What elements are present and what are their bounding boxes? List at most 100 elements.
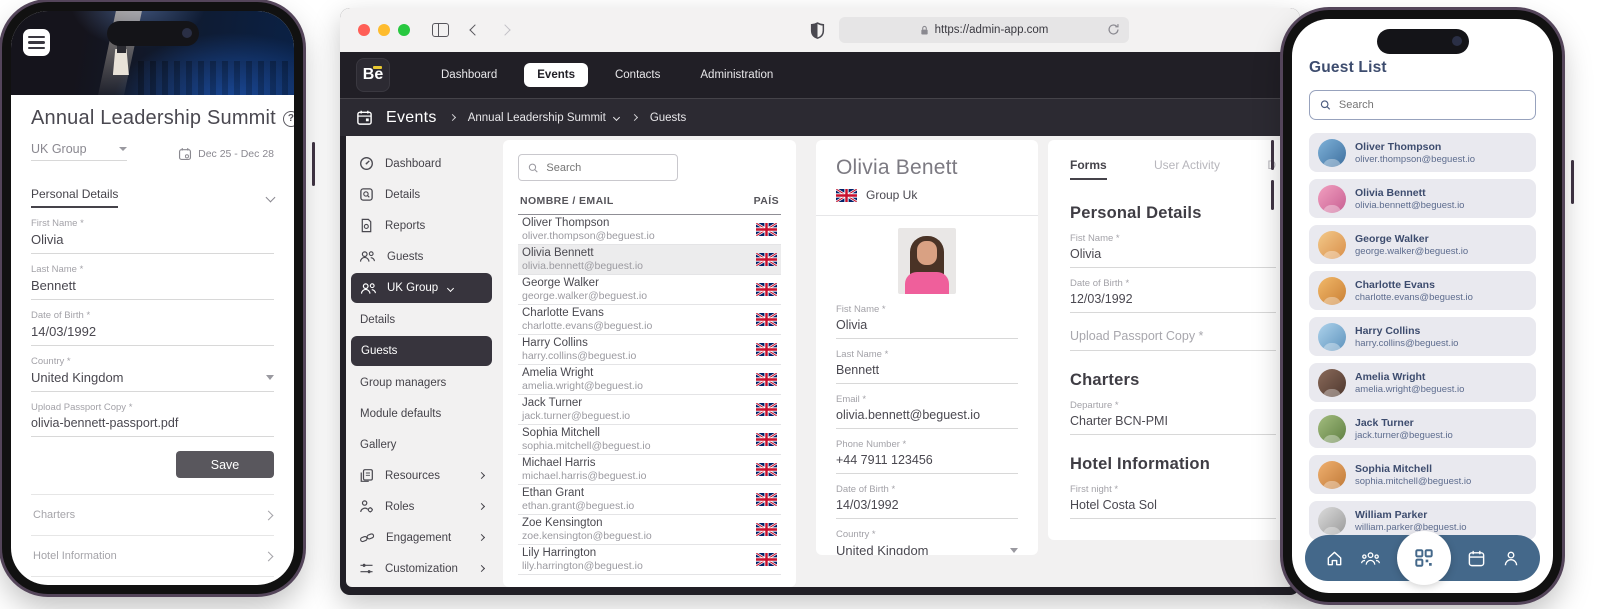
sidebar-item-engagement[interactable]: Engagement xyxy=(346,522,497,553)
collapsed-section[interactable]: Charters xyxy=(31,494,274,535)
shield-icon[interactable] xyxy=(810,21,825,39)
sidebar-item-group-details[interactable]: Details xyxy=(360,313,396,326)
group-select[interactable]: UK Group xyxy=(31,142,127,161)
column-country[interactable]: PAÍS xyxy=(753,195,779,207)
tab-user-activity[interactable]: User Activity xyxy=(1154,158,1221,172)
list-item[interactable]: Harry Collins harry.collins@beguest.io xyxy=(1309,317,1536,356)
detail-first-name-field[interactable]: Fist Name * Olivia xyxy=(836,304,1018,339)
detail-email-field[interactable]: Email * olivia.bennett@beguest.io xyxy=(836,394,1018,429)
sidebar-item-details[interactable]: Details xyxy=(346,179,497,210)
passport-upload-field[interactable]: Upload Passport Copy * olivia-bennett-pa… xyxy=(31,402,274,437)
country-select[interactable]: Country * United Kingdom xyxy=(31,356,274,392)
detail-dob-field[interactable]: Date of Birth * 14/03/1992 xyxy=(836,484,1018,519)
lock-icon xyxy=(920,25,928,35)
guest-search[interactable] xyxy=(518,154,678,181)
forms-first-night-field[interactable]: First night * Hotel Costa Sol xyxy=(1070,484,1276,519)
sidebar-item-roles[interactable]: Roles xyxy=(346,491,497,522)
app-logo[interactable]: Be xyxy=(356,58,390,92)
list-item[interactable]: Amelia Wright amelia.wright@beguest.io xyxy=(1309,363,1536,402)
dob-field[interactable]: Date of Birth * 14/03/1992 xyxy=(31,310,274,346)
table-row[interactable]: Ethan Grant ethan.grant@beguest.io xyxy=(518,485,781,515)
sidebar-item-reports[interactable]: Reports xyxy=(346,210,497,241)
collapsed-section[interactable]: Hotel Information xyxy=(31,535,274,576)
minimize-window-button[interactable] xyxy=(378,24,390,36)
nav-item[interactable]: Administration xyxy=(700,69,774,81)
column-name-email[interactable]: NOMBRE / EMAIL xyxy=(520,195,614,207)
detail-phone-field[interactable]: Phone Number * +44 7911 123456 xyxy=(836,439,1018,474)
sidebar-item-guests[interactable]: Guests xyxy=(346,241,497,272)
forms-dob-field[interactable]: Date of Birth * 12/03/1992 xyxy=(1070,278,1276,313)
sidebar-item-customization[interactable]: Customization xyxy=(346,553,497,584)
list-item[interactable]: Oliver Thompson oliver.thompson@beguest.… xyxy=(1309,133,1536,172)
guest-group: Group Uk xyxy=(836,188,1018,202)
back-button[interactable] xyxy=(469,24,481,36)
detail-last-name-field[interactable]: Last Name * Bennett xyxy=(836,349,1018,384)
table-row[interactable]: Oliver Thompson oliver.thompson@beguest.… xyxy=(518,215,781,245)
personal-details-heading: Personal Details xyxy=(1070,204,1202,222)
first-name-field[interactable]: First Name * Olivia xyxy=(31,218,274,254)
forms-upload-passport-field[interactable]: Upload Passport Copy * xyxy=(1070,319,1276,351)
nav-item[interactable]: Events xyxy=(524,63,588,87)
forms-departure-field[interactable]: Departure * Charter BCN-PMI xyxy=(1070,400,1276,435)
home-icon[interactable] xyxy=(1325,549,1344,568)
window-controls[interactable] xyxy=(358,24,410,36)
address-bar[interactable]: https://admin-app.com xyxy=(839,17,1129,43)
list-item[interactable]: Olivia Bennett olivia.bennett@beguest.io xyxy=(1309,179,1536,218)
table-row[interactable]: Amelia Wright amelia.wright@beguest.io xyxy=(518,365,781,395)
breadcrumb-event[interactable]: Annual Leadership Summit xyxy=(468,112,620,124)
table-row[interactable]: Charlotte Evans charlotte.evans@beguest.… xyxy=(518,305,781,335)
calendar-icon xyxy=(357,110,372,125)
sidebar-item-gallery[interactable]: Gallery xyxy=(360,438,397,451)
profile-icon[interactable] xyxy=(1502,549,1520,568)
sidebar-item-module-defaults[interactable]: Module defaults xyxy=(360,407,442,420)
table-row[interactable]: Harry Collins harry.collins@beguest.io xyxy=(518,335,781,365)
guest-search-input[interactable] xyxy=(546,161,668,174)
sidebar-item-uk-group[interactable]: UK Group xyxy=(351,273,492,303)
table-row[interactable]: Zoe Kensington zoe.kensington@beguest.io xyxy=(518,515,781,545)
calendar-icon[interactable] xyxy=(1467,549,1486,568)
save-button[interactable]: Save xyxy=(176,451,274,478)
zoom-window-button[interactable] xyxy=(398,24,410,36)
tab-forms[interactable]: Forms xyxy=(1070,158,1107,180)
table-row[interactable]: Michael Harris michael.harris@beguest.io xyxy=(518,455,781,485)
people-icon[interactable] xyxy=(1360,550,1381,567)
table-row[interactable]: Jack Turner jack.turner@beguest.io xyxy=(518,395,781,425)
collapsed-section[interactable]: Travel Information xyxy=(31,576,274,585)
breadcrumb-page[interactable]: Guests xyxy=(649,111,687,124)
guest-list-search[interactable] xyxy=(1309,90,1536,120)
sidebar-item-group-managers[interactable]: Group managers xyxy=(360,376,447,389)
refresh-icon[interactable] xyxy=(1107,23,1120,36)
forward-button[interactable] xyxy=(499,24,511,36)
forms-first-name-field[interactable]: Fist Name * Olivia xyxy=(1070,233,1276,268)
nav-item[interactable]: Dashboard xyxy=(441,69,498,81)
sidebar-item-group-guests[interactable]: Guests xyxy=(351,336,492,366)
dashboard-icon xyxy=(360,157,373,170)
table-row[interactable]: George Walker george.walker@beguest.io xyxy=(518,275,781,305)
customization-icon xyxy=(360,563,373,574)
detail-country-select[interactable]: Country * United Kingdom xyxy=(836,529,1018,555)
guest-list-search-input[interactable] xyxy=(1338,99,1525,111)
table-row[interactable]: Olivia Bennett olivia.bennett@beguest.io xyxy=(518,245,781,275)
avatar xyxy=(1318,322,1346,351)
hamburger-menu-icon[interactable] xyxy=(23,29,50,56)
list-item[interactable]: George Walker george.walker@beguest.io xyxy=(1309,225,1536,264)
list-item[interactable]: Sophia Mitchell sophia.mitchell@beguest.… xyxy=(1309,455,1536,494)
list-item[interactable]: Jack Turner jack.turner@beguest.io xyxy=(1309,409,1536,448)
table-row[interactable]: Sophia Mitchell sophia.mitchell@beguest.… xyxy=(518,425,781,455)
last-name-field[interactable]: Last Name * Bennett xyxy=(31,264,274,300)
dynamic-island xyxy=(106,21,199,46)
sidebar-toggle-icon[interactable] xyxy=(432,23,449,37)
app-navbar: Be Dashboard Events Contacts Administrat… xyxy=(340,52,1300,98)
list-item[interactable]: Charlotte Evans charlotte.evans@beguest.… xyxy=(1309,271,1536,310)
sidebar-item-dashboard[interactable]: Dashboard xyxy=(346,148,497,179)
sidebar-item-resources[interactable]: Resources xyxy=(346,460,497,491)
chevron-right-icon xyxy=(448,113,456,122)
nav-item[interactable]: Contacts xyxy=(614,69,661,81)
browser-window: https://admin-app.com Be Dashboard Event… xyxy=(340,8,1300,595)
help-icon[interactable]: ? xyxy=(282,110,294,127)
chevron-down-icon[interactable] xyxy=(265,192,276,203)
close-window-button[interactable] xyxy=(358,24,370,36)
qr-scan-button[interactable] xyxy=(1397,531,1451,585)
table-row[interactable]: Lily Harrington lily.harrington@beguest.… xyxy=(518,545,781,575)
breadcrumb-root[interactable]: Events xyxy=(386,108,437,126)
